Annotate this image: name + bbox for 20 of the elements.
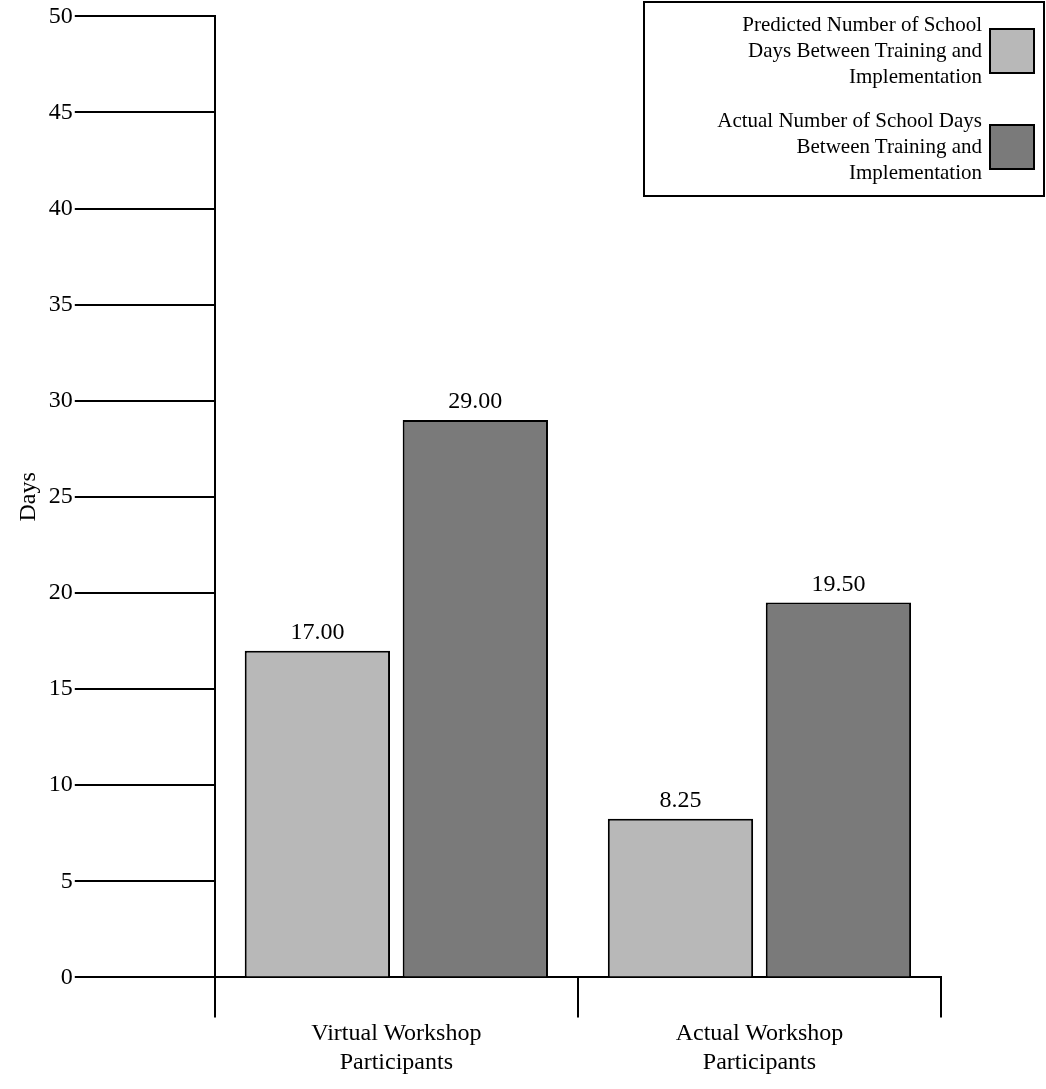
legend-label: Actual Number of School Days Between Training and Implementation: [717, 107, 983, 184]
legend-label: Predicted Number of School Days Between Training and Implementation: [742, 11, 983, 88]
y-tick-label: 50: [48, 1, 73, 28]
y-tick-label: 30: [48, 386, 73, 413]
y-tick-label: 40: [48, 193, 73, 220]
y-tick-label: 45: [48, 97, 73, 124]
data-label: 8.25: [659, 786, 702, 813]
y-axis-title: Days: [13, 472, 40, 522]
y-tick-label: 25: [48, 482, 73, 509]
data-label: 17.00: [290, 617, 345, 644]
y-tick-label: 15: [48, 674, 73, 701]
y-tick-label: 10: [48, 770, 73, 797]
data-label: 29.00: [448, 387, 503, 414]
x-tick-label: Actual Workshop Participants: [675, 1019, 844, 1074]
x-tick-label: Virtual Workshop Participants: [311, 1019, 482, 1074]
y-tick-label: 35: [48, 290, 73, 316]
y-tick-label: 5: [60, 866, 73, 893]
y-tick-label: 0: [60, 962, 73, 989]
y-tick-label: 20: [48, 578, 73, 605]
data-label: 19.50: [811, 569, 866, 596]
